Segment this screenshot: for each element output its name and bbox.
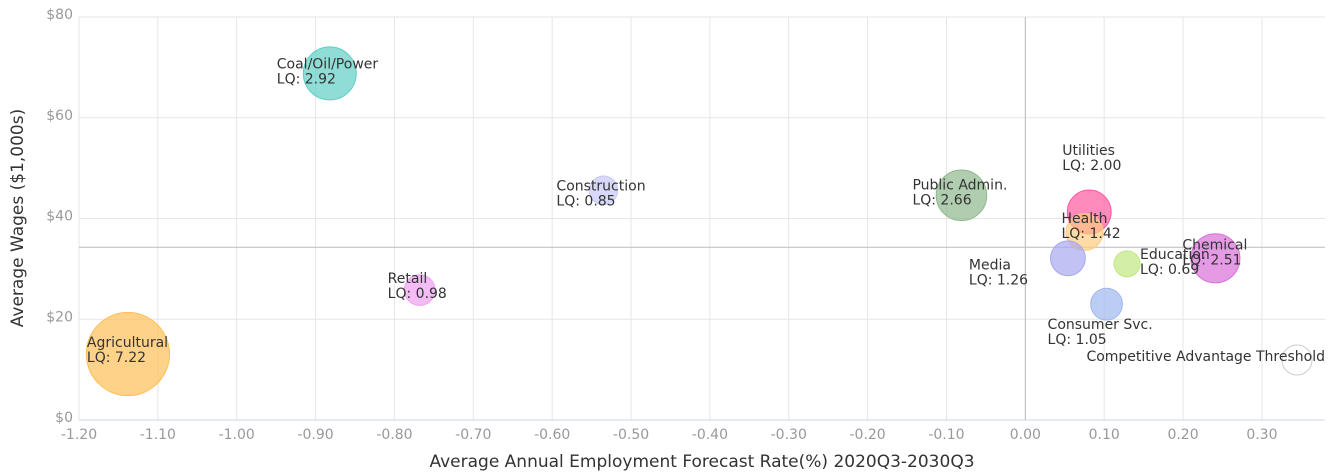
- bubble-size-label: LQ: 7.22: [87, 350, 146, 366]
- x-tick-label: -0.50: [613, 427, 649, 443]
- bubble-size-label: LQ: 2.92: [277, 71, 336, 87]
- y-axis-title: Average Wages ($1,000s): [8, 109, 28, 327]
- bubble-size-label: LQ: 0.85: [556, 193, 615, 209]
- bubble-label: Health: [1061, 211, 1107, 227]
- bubble: [1050, 240, 1086, 277]
- bubble-label: Coal/Oil/Power: [277, 56, 379, 72]
- x-tick-label: -0.80: [376, 427, 412, 443]
- x-tick-label: -1.20: [61, 427, 97, 443]
- bubble-size-label: LQ: 1.26: [969, 272, 1028, 288]
- bubble: [403, 274, 436, 306]
- x-tick-label: -0.10: [928, 427, 964, 443]
- bubble-label: Retail: [388, 271, 428, 287]
- bubble-size-label: LQ: 1.05: [1048, 332, 1107, 348]
- bubble-size-label: LQ: 2.00: [1062, 158, 1121, 174]
- x-tick-label: -0.20: [849, 427, 885, 443]
- bubble-label: Education: [1140, 247, 1210, 263]
- bubble-size-label: LQ: 2.51: [1182, 252, 1241, 268]
- bubble: [935, 169, 988, 222]
- x-tick-label: -0.90: [297, 427, 333, 443]
- bubble-label: Consumer Svc.: [1048, 317, 1153, 333]
- x-tick-label: 0.30: [1246, 427, 1277, 443]
- x-tick-label: 0.10: [1089, 427, 1120, 443]
- bubble: [1090, 287, 1123, 321]
- y-tick-label: $0: [55, 410, 73, 426]
- bubble: [85, 311, 171, 397]
- bubble-label: Construction: [556, 178, 645, 194]
- bubble-size-label: LQ: 1.42: [1061, 226, 1120, 242]
- bubble: [1113, 250, 1141, 278]
- x-tick-label: -1.10: [140, 427, 176, 443]
- x-tick-label: 0.20: [1167, 427, 1198, 443]
- y-tick-label: $20: [46, 309, 73, 325]
- bubble: [302, 46, 357, 101]
- bubble-label: Chemical: [1182, 237, 1247, 253]
- x-tick-label: -0.40: [692, 427, 728, 443]
- y-tick-label: $80: [46, 7, 73, 23]
- legend-label: Competitive Advantage Threshold: [1086, 349, 1325, 365]
- bubble: [1065, 213, 1104, 252]
- x-tick-label: -0.70: [455, 427, 491, 443]
- x-tick-label: -0.60: [534, 427, 570, 443]
- y-tick-label: $40: [46, 209, 73, 225]
- bubble-size-label: LQ: 0.69: [1140, 262, 1199, 278]
- bubble: [588, 175, 619, 206]
- bubble-size-label: LQ: 2.66: [912, 192, 971, 208]
- legend-symbol: [1281, 344, 1313, 376]
- x-tick-label: -1.00: [219, 427, 255, 443]
- bubble-label: Media: [969, 257, 1011, 273]
- y-tick-label: $60: [46, 108, 73, 124]
- bubble-label: Public Admin.: [912, 177, 1007, 193]
- bubble-size-label: LQ: 0.98: [388, 286, 447, 302]
- bubble-label: Agricultural: [87, 335, 168, 351]
- x-axis-title: Average Annual Employment Forecast Rate(…: [429, 452, 974, 472]
- x-tick-label: -0.30: [771, 427, 807, 443]
- x-tick-label: 0.00: [1010, 427, 1041, 443]
- bubble-label: Utilities: [1062, 143, 1115, 159]
- bubble: [1190, 233, 1241, 284]
